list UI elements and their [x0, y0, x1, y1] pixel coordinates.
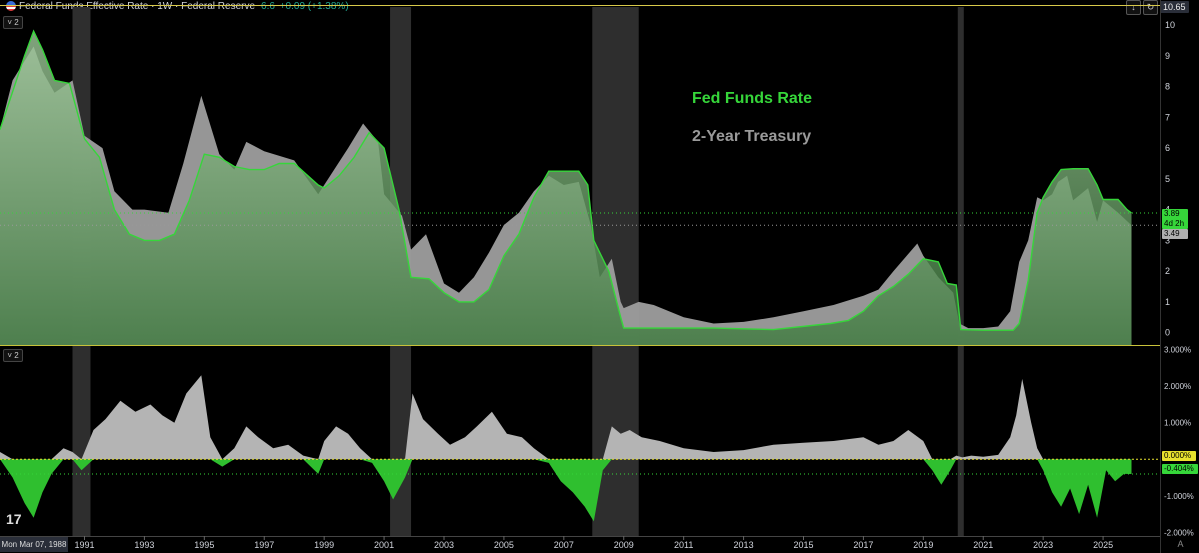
y-tick-label-top: 5	[1165, 174, 1170, 184]
fed-countdown: 4d 2h	[1164, 219, 1185, 228]
last-value: 6.6	[261, 1, 275, 12]
chart-header: Federal Funds Effective Rate · 1W · Fede…	[0, 0, 1130, 14]
y-tick-label-bottom: 3.000%	[1164, 346, 1191, 355]
us-flag-icon	[6, 1, 16, 12]
value-change: +0.09 (+1.38%)	[279, 1, 349, 12]
symbol-title[interactable]: Federal Funds Effective Rate · 1W · Fede…	[19, 1, 256, 12]
spread-negative-area	[0, 459, 1132, 522]
x-tick-label: 2025	[1093, 540, 1113, 550]
y-tick-label-top: 8	[1165, 82, 1170, 92]
spread-zero-tag: 0.000%	[1162, 451, 1196, 461]
x-tick-label: 2013	[734, 540, 754, 550]
x-tick-label: 2021	[973, 540, 993, 550]
recession-band-top-3	[957, 7, 964, 345]
legend-2-year-treasury: 2-Year Treasury	[692, 128, 812, 145]
y-tick-label-top: 2	[1165, 266, 1170, 276]
x-tick-label: 1997	[254, 540, 274, 550]
y-tick-label-top: 0	[1165, 328, 1170, 338]
collapse-pane-2-button[interactable]: ˅ 2	[3, 349, 23, 362]
fed-price-value: 3.89	[1164, 209, 1180, 218]
x-tick-label: 2015	[793, 540, 813, 550]
legend-fed-funds: Fed Funds Rate	[692, 90, 813, 107]
fed-funds-line	[0, 29, 1132, 331]
y-tick-label-bottom: -1.000%	[1164, 492, 1194, 501]
x-tick-label: 2007	[554, 540, 574, 550]
fed-funds-area	[0, 31, 1132, 345]
y-tick-label-top: 6	[1165, 143, 1170, 153]
crosshair-date-tag: Mon Mar 07, 1988	[0, 537, 68, 552]
y-tick-label-top: 10	[1165, 20, 1175, 30]
fed-price-tag: 3.89 4d 2h	[1162, 209, 1188, 229]
tradingview-logo[interactable]: 17	[6, 511, 22, 527]
auto-scale-icon[interactable]: A	[1177, 539, 1184, 549]
arrow-down-icon[interactable]: ↓	[1126, 0, 1141, 15]
y-tick-label-top: 3	[1165, 235, 1170, 245]
x-tick-label: 2017	[853, 540, 873, 550]
spread-value-tag: -0.404%	[1162, 464, 1198, 474]
spread-positive-area	[0, 375, 1132, 460]
y-tick-label-bottom: 1.000%	[1164, 419, 1191, 428]
y-tick-label-top: 1	[1165, 297, 1170, 307]
x-tick-label: 2001	[374, 540, 394, 550]
x-tick-label: 2019	[913, 540, 933, 550]
top-price-tag: 10.65	[1160, 1, 1189, 13]
y-tick-label-bottom: -2.000%	[1164, 528, 1194, 537]
recession-band-bottom-3	[957, 346, 964, 536]
x-tick-label: 2005	[494, 540, 514, 550]
x-tick-label: 1991	[74, 540, 94, 550]
y-tick-label-top: 7	[1165, 112, 1170, 122]
collapse-pane-1-button[interactable]: ˅ 2	[3, 16, 23, 29]
recession-band-bottom-0	[72, 346, 91, 536]
refresh-icon[interactable]: ↻	[1143, 0, 1158, 15]
x-tick-label: 2011	[674, 540, 693, 550]
y-tick-label-bottom: 2.000%	[1164, 382, 1191, 391]
x-tick-label: 1993	[134, 540, 154, 550]
x-tick-label: 2003	[434, 540, 454, 550]
treasury-price-tag: 3.49	[1162, 229, 1188, 239]
y-tick-label-top: 9	[1165, 51, 1170, 61]
x-tick-label: 2023	[1033, 540, 1053, 550]
x-tick-label: 1995	[194, 540, 214, 550]
x-tick-label: 2009	[614, 540, 634, 550]
x-tick-label: 1999	[314, 540, 334, 550]
